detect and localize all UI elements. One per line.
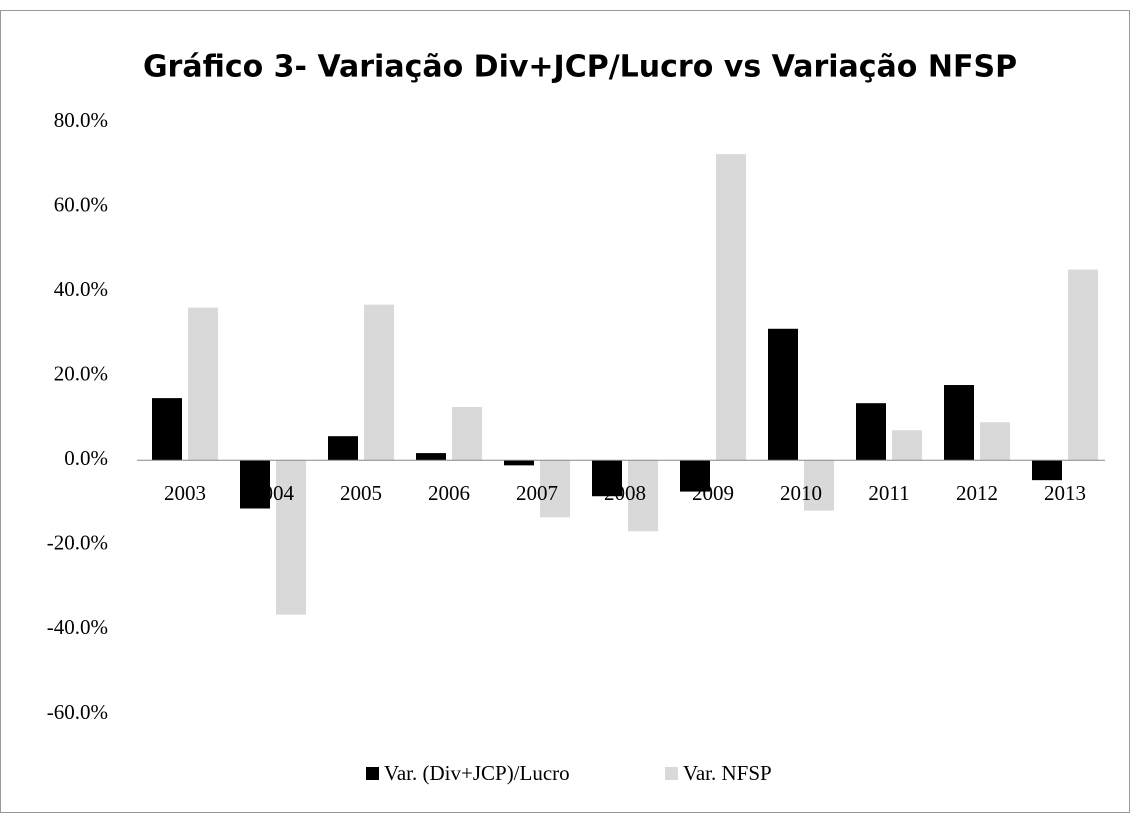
bar xyxy=(680,460,710,492)
y-tick-label: 80.0% xyxy=(54,108,108,132)
bar xyxy=(1068,269,1098,461)
x-tick-label: 2009 xyxy=(692,481,734,505)
bar xyxy=(504,460,534,466)
x-tick-label: 2005 xyxy=(340,481,382,505)
bar xyxy=(240,460,270,509)
bar xyxy=(540,460,570,518)
legend-label: Var. NFSP xyxy=(683,761,772,785)
x-tick-label: 2006 xyxy=(428,481,470,505)
bar xyxy=(768,328,798,461)
legend-swatch xyxy=(366,767,379,780)
legend-swatch xyxy=(665,767,678,780)
x-tick-label: 2013 xyxy=(1044,481,1086,505)
x-tick-label: 2007 xyxy=(516,481,558,505)
y-tick-label: 20.0% xyxy=(54,362,108,386)
x-tick-label: 2012 xyxy=(956,481,998,505)
bar xyxy=(980,422,1010,461)
bar xyxy=(592,460,622,497)
bar xyxy=(892,430,922,461)
y-tick-label: -60.0% xyxy=(47,700,108,724)
x-tick-label: 2004 xyxy=(252,481,295,505)
bar xyxy=(276,460,306,615)
bar xyxy=(364,304,394,461)
bar xyxy=(856,403,886,461)
bar xyxy=(152,398,182,461)
x-tick-label: 2008 xyxy=(604,481,646,505)
bar xyxy=(328,436,358,461)
bar xyxy=(416,453,446,461)
bar xyxy=(804,460,834,511)
x-tick-label: 2003 xyxy=(164,481,206,505)
bar xyxy=(188,307,218,461)
bar xyxy=(716,154,746,461)
y-tick-label: 60.0% xyxy=(54,192,108,216)
y-tick-label: 0.0% xyxy=(64,446,108,470)
bar xyxy=(628,460,658,532)
y-tick-label: 40.0% xyxy=(54,277,108,301)
legend-label: Var. (Div+JCP)/Lucro xyxy=(384,761,570,785)
bar xyxy=(452,407,482,461)
bar xyxy=(944,385,974,461)
y-tick-label: -20.0% xyxy=(47,531,108,555)
y-tick-label: -40.0% xyxy=(47,615,108,639)
x-tick-label: 2011 xyxy=(868,481,909,505)
chart-frame xyxy=(0,10,1130,813)
chart-title: Gráfico 3- Variação Div+JCP/Lucro vs Var… xyxy=(143,50,1017,85)
x-tick-label: 2010 xyxy=(780,481,822,505)
bar xyxy=(1032,460,1062,481)
